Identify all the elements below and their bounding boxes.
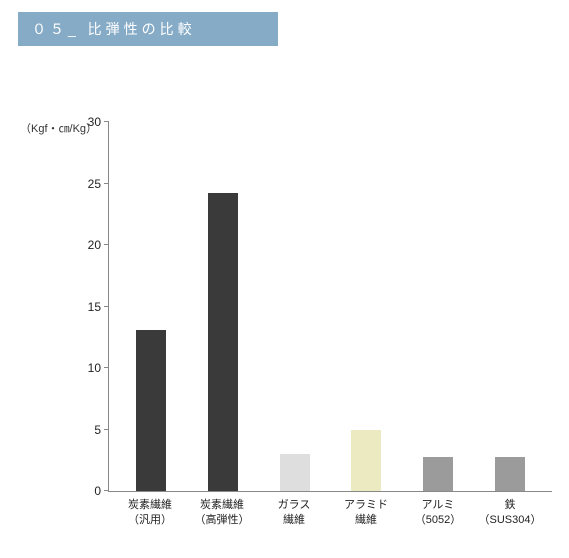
x-tick-label-line1: 炭素繊維 <box>186 498 258 513</box>
bar-slot <box>115 122 187 491</box>
x-tick-label: 炭素繊維（高弾性） <box>186 498 258 528</box>
x-tick-label: ガラス繊維 <box>258 498 330 528</box>
x-tick-label-line1: アラミド <box>330 498 402 513</box>
y-tick-label: 15 <box>88 300 109 314</box>
y-tick-label: 5 <box>94 423 109 437</box>
bar <box>351 430 381 492</box>
x-tick-label-line2: （汎用） <box>114 513 186 528</box>
x-axis-labels: 炭素繊維（汎用）炭素繊維（高弾性）ガラス繊維アラミド繊維アルミ（5052）鉄（S… <box>108 492 552 528</box>
x-tick-label-line1: 鉄 <box>474 498 546 513</box>
y-tick-label: 10 <box>88 361 109 375</box>
y-axis-unit: （Kgf・㎝/Kg） <box>20 120 97 136</box>
bar-slot <box>330 122 402 491</box>
x-tick-label-line2: 繊維 <box>258 513 330 528</box>
x-tick-label: 鉄（SUS304） <box>474 498 546 528</box>
x-tick-label-line1: ガラス <box>258 498 330 513</box>
y-tick-label: 25 <box>88 177 109 191</box>
x-tick-label-line1: 炭素繊維 <box>114 498 186 513</box>
bar <box>280 454 310 491</box>
bar-slot <box>259 122 331 491</box>
bar <box>208 193 238 491</box>
section-header: ０５_ 比弾性の比較 <box>18 12 278 46</box>
y-tick-label: 20 <box>88 238 109 252</box>
chart-area: 051015202530 炭素繊維（汎用）炭素繊維（高弾性）ガラス繊維アラミド繊… <box>108 122 552 492</box>
y-tick-label: 30 <box>88 115 109 129</box>
x-tick-label-line2: （高弾性） <box>186 513 258 528</box>
bar-slot <box>187 122 259 491</box>
plot-region: 051015202530 <box>108 122 552 492</box>
x-tick-label-line2: （5052） <box>402 513 474 528</box>
y-tick-label: 0 <box>94 484 109 498</box>
bar-slot <box>402 122 474 491</box>
x-tick-label: アラミド繊維 <box>330 498 402 528</box>
bar <box>495 457 525 491</box>
bar-slot <box>474 122 546 491</box>
x-tick-label: 炭素繊維（汎用） <box>114 498 186 528</box>
x-tick-label-line2: （SUS304） <box>474 513 546 528</box>
x-tick-label: アルミ（5052） <box>402 498 474 528</box>
x-tick-label-line1: アルミ <box>402 498 474 513</box>
bar <box>136 330 166 491</box>
bar <box>423 457 453 491</box>
bars-container <box>109 122 552 491</box>
x-tick-label-line2: 繊維 <box>330 513 402 528</box>
